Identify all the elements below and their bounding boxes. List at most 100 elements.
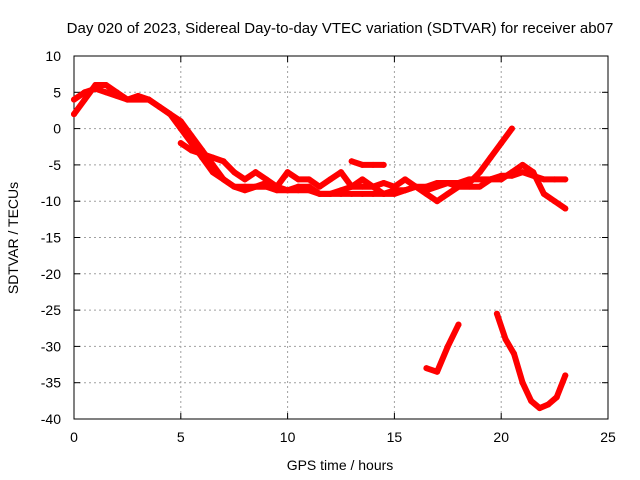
x-axis-label: GPS time / hours [287, 457, 394, 473]
data-point [359, 176, 366, 183]
data-point [370, 190, 377, 197]
y-tick-label: -35 [41, 375, 61, 391]
data-point [498, 176, 505, 183]
data-point [188, 147, 195, 154]
data-point [71, 111, 77, 118]
data-point [252, 169, 259, 176]
data-point [305, 176, 312, 183]
data-point [466, 180, 473, 187]
data-point [188, 132, 195, 139]
y-tick-label: -5 [49, 157, 62, 173]
data-point [338, 187, 344, 194]
data-point [348, 183, 355, 190]
y-axis-label: SDTVAR / TECUs [5, 182, 21, 294]
data-point [252, 183, 259, 190]
series-track-e [423, 321, 462, 375]
chart-title: Day 020 of 2023, Sidereal Day-to-day VTE… [67, 20, 614, 37]
data-point [284, 187, 291, 194]
data-point [284, 169, 291, 176]
data-point [273, 183, 280, 190]
data-point [412, 183, 419, 190]
data-point [528, 397, 535, 404]
data-point [199, 151, 206, 158]
data-series [71, 82, 569, 412]
data-point [455, 183, 462, 190]
data-point [455, 321, 462, 328]
data-point [380, 190, 387, 197]
data-point [209, 161, 216, 168]
data-point [562, 205, 569, 212]
data-point [434, 368, 441, 375]
data-point [327, 190, 334, 197]
data-point [434, 198, 441, 205]
data-point [536, 405, 543, 412]
data-point [263, 176, 270, 183]
data-point [316, 190, 323, 197]
data-point [508, 169, 515, 176]
data-point [305, 183, 312, 190]
data-point [103, 82, 110, 89]
data-point [476, 183, 483, 190]
axis-ticks: 0 5 10 15 20 25 10 5 0 -5 -10 -15 -20 -25 -30 -35 -40 [41, 48, 616, 445]
data-point [348, 190, 355, 197]
data-point [540, 190, 547, 197]
data-point [551, 198, 558, 205]
data-point [295, 183, 302, 190]
data-point [540, 176, 547, 183]
data-point [551, 176, 558, 183]
data-point [92, 85, 99, 92]
data-point [370, 161, 377, 168]
data-point [359, 161, 366, 168]
data-point [231, 183, 238, 190]
data-point [519, 379, 526, 386]
data-point [359, 190, 366, 197]
x-tick-label: 25 [600, 429, 616, 445]
data-point [359, 183, 366, 190]
data-point [241, 187, 248, 194]
data-point [402, 176, 409, 183]
data-point [545, 401, 552, 408]
data-point [380, 161, 387, 168]
data-point [348, 158, 355, 165]
data-point [124, 96, 131, 103]
data-point [444, 190, 451, 197]
series-track-d [348, 158, 387, 168]
x-tick-label: 0 [70, 429, 78, 445]
data-point [113, 92, 120, 99]
data-point [519, 161, 526, 168]
data-point [167, 111, 174, 118]
grid-lines [74, 56, 608, 419]
y-tick-label: 5 [53, 84, 61, 100]
data-point [562, 372, 569, 379]
data-point [295, 176, 302, 183]
data-point [511, 350, 518, 357]
x-tick-label: 20 [493, 429, 509, 445]
data-point [316, 183, 323, 190]
data-point [177, 140, 184, 147]
data-point [487, 154, 494, 161]
data-point [135, 92, 142, 99]
data-point [444, 343, 451, 350]
series-track-f [493, 310, 569, 412]
y-tick-label: -15 [41, 230, 61, 246]
data-point [209, 154, 216, 161]
data-point [498, 140, 505, 147]
data-point [380, 180, 387, 187]
data-point [370, 183, 377, 190]
y-tick-label: -40 [41, 411, 61, 427]
x-tick-label: 15 [387, 429, 403, 445]
data-point [562, 176, 569, 183]
data-point [487, 176, 494, 183]
data-point [81, 96, 88, 103]
series-track-b [71, 85, 569, 212]
data-point [423, 365, 430, 372]
data-point [145, 96, 152, 103]
data-point [508, 125, 515, 132]
data-point [391, 183, 398, 190]
x-tick-label: 10 [280, 429, 296, 445]
y-tick-label: 0 [53, 121, 61, 137]
data-point [493, 310, 500, 317]
y-tick-label: -25 [41, 302, 61, 318]
data-point [71, 96, 77, 103]
